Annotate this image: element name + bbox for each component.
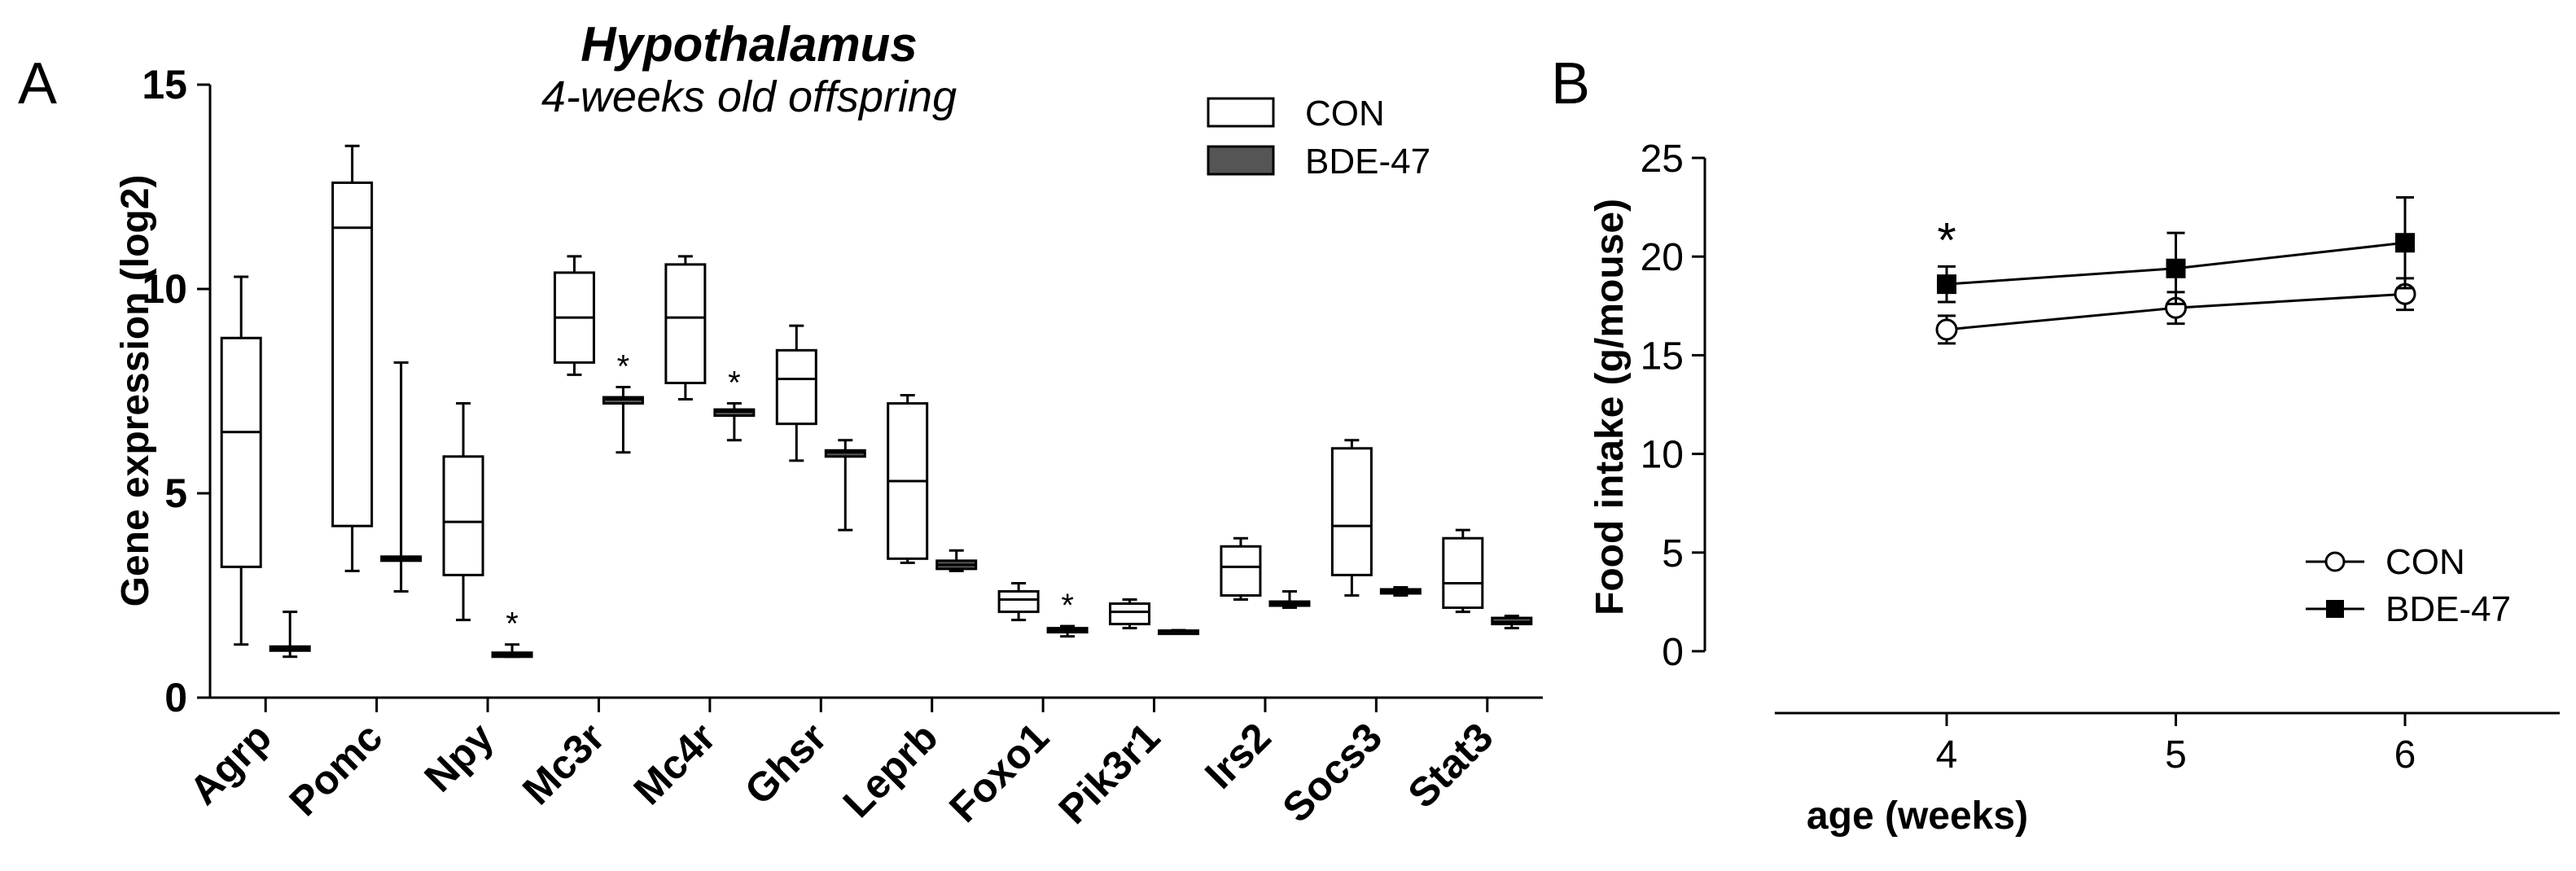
data-point-bde-47-4 bbox=[1937, 274, 1956, 295]
y-tick-label-25: 25 bbox=[1641, 138, 1684, 181]
box-bde-47-agrp bbox=[269, 611, 311, 659]
box-bde-47-npy bbox=[491, 643, 533, 659]
panel-a-legend: CON BDE-47 bbox=[1207, 94, 1430, 182]
x-tick-label-5: 5 bbox=[2165, 733, 2187, 777]
legend-label-con-b: CON bbox=[2385, 542, 2465, 582]
legend-marker-bde47 bbox=[2326, 600, 2344, 618]
box-bde-47-irs2 bbox=[1268, 589, 1311, 610]
box-con-ghsr bbox=[775, 324, 817, 462]
legend-label-bde47: BDE-47 bbox=[1305, 142, 1430, 182]
significance-star-mc3r: * bbox=[617, 348, 630, 384]
box-con-pik3r1 bbox=[1109, 598, 1151, 630]
box-bde-47-pik3r1 bbox=[1158, 628, 1200, 636]
panel-a-boxes bbox=[220, 144, 1533, 659]
panel-a: A Hypothalamus 4-weeks old offspring Gen… bbox=[18, 17, 1543, 833]
box-con-pomc bbox=[331, 144, 374, 572]
y-tick-label-15: 15 bbox=[1641, 335, 1684, 378]
x-tick-label-mc4r: Mc4r bbox=[625, 714, 725, 813]
data-point-bde-47-5 bbox=[2166, 258, 2186, 278]
x-tick-label-4: 4 bbox=[1936, 733, 1958, 777]
y-tick-label-10: 10 bbox=[1641, 434, 1684, 477]
box-bde-47-socs3 bbox=[1379, 585, 1422, 597]
panel-b-x-axis-label: age (weeks) bbox=[1807, 794, 2028, 838]
panel-b-label: B bbox=[1551, 51, 1590, 116]
legend-swatch-bde47 bbox=[1207, 145, 1275, 176]
box-con-leprb bbox=[887, 394, 929, 564]
panel-a-subtitle: 4-weeks old offspring bbox=[541, 72, 957, 121]
x-tick-label-stat3: Stat3 bbox=[1400, 714, 1502, 816]
panel-b-axes: 0 5 10 15 20 25 4 5 6 bbox=[1641, 138, 2560, 777]
significance-star-npy: * bbox=[506, 606, 519, 642]
panel-a-y-axis-label: Gene expression (log2) bbox=[114, 175, 157, 607]
significance-star-mc4r: * bbox=[728, 365, 741, 401]
box-iqr bbox=[775, 348, 817, 426]
x-tick-label-socs3: Socs3 bbox=[1273, 714, 1391, 831]
box-con-mc4r bbox=[664, 255, 707, 401]
x-tick-label-ghsr: Ghsr bbox=[736, 714, 835, 813]
box-con-stat3 bbox=[1442, 528, 1484, 614]
panel-b-annotations: * bbox=[1937, 212, 1956, 267]
panel-b-series bbox=[1935, 195, 2416, 345]
x-tick-label-6: 6 bbox=[2394, 733, 2416, 777]
significance-star-foxo1: * bbox=[1061, 588, 1074, 624]
box-con-mc3r bbox=[553, 255, 595, 376]
x-tick-label-pomc: Pomc bbox=[281, 714, 392, 825]
box-con-irs2 bbox=[1220, 536, 1262, 602]
y-tick-label-5: 5 bbox=[164, 471, 187, 516]
y-tick-label-20: 20 bbox=[1641, 236, 1684, 279]
legend-marker-con bbox=[2324, 551, 2346, 572]
box-bde-47-mc4r bbox=[713, 402, 756, 442]
x-tick-label-irs2: Irs2 bbox=[1196, 714, 1280, 798]
box-iqr bbox=[331, 181, 374, 527]
y-tick-label-0: 0 bbox=[164, 675, 187, 720]
box-con-npy bbox=[442, 402, 484, 622]
panel-a-label: A bbox=[18, 51, 57, 116]
x-tick-label-leprb: Leprb bbox=[835, 714, 947, 826]
panel-b-legend: CON BDE-47 bbox=[2306, 542, 2511, 629]
box-bde-47-pomc bbox=[380, 361, 423, 593]
x-tick-label-mc3r: Mc3r bbox=[514, 714, 613, 813]
box-con-agrp bbox=[220, 275, 262, 646]
box-bde-47-ghsr bbox=[824, 439, 866, 532]
panel-a-annotations: * * * * bbox=[506, 348, 1074, 641]
significance-star-week-4: * bbox=[1937, 212, 1956, 267]
legend-swatch-con bbox=[1207, 97, 1275, 128]
panel-b: B Food intake (g/mouse) age (weeks) 0 5 10… bbox=[1551, 51, 2560, 838]
panel-b-y-axis-label: Food intake (g/mouse) bbox=[1588, 199, 1632, 615]
box-con-foxo1 bbox=[997, 581, 1040, 622]
box-iqr bbox=[1442, 536, 1484, 610]
box-con-socs3 bbox=[1330, 439, 1373, 597]
y-tick-label-5: 5 bbox=[1662, 532, 1684, 576]
y-tick-label-10: 10 bbox=[142, 266, 187, 312]
box-iqr bbox=[664, 263, 707, 384]
panel-a-title: Hypothalamus bbox=[580, 17, 917, 72]
y-tick-label-15: 15 bbox=[142, 62, 187, 107]
x-tick-label-npy: Npy bbox=[415, 714, 502, 801]
box-bde-47-leprb bbox=[935, 549, 978, 572]
y-tick-label-0: 0 bbox=[1662, 631, 1684, 674]
box-bde-47-mc3r bbox=[602, 385, 644, 454]
x-tick-label-pik3r1: Pik3r1 bbox=[1050, 714, 1169, 833]
data-point-bde-47-6 bbox=[2395, 233, 2415, 253]
box-iqr bbox=[1220, 545, 1262, 597]
box-iqr bbox=[1330, 447, 1373, 576]
box-bde-47-foxo1 bbox=[1046, 624, 1089, 638]
box-iqr bbox=[442, 455, 484, 576]
x-tick-label-foxo1: Foxo1 bbox=[940, 714, 1058, 831]
legend-label-con: CON bbox=[1305, 94, 1385, 133]
box-iqr bbox=[1109, 602, 1151, 626]
data-point-con-4 bbox=[1935, 318, 1958, 341]
box-iqr bbox=[997, 589, 1040, 614]
legend-label-bde47-b: BDE-47 bbox=[2385, 589, 2511, 629]
box-iqr bbox=[220, 336, 262, 568]
box-bde-47-stat3 bbox=[1491, 615, 1533, 630]
series-bde-47 bbox=[1937, 195, 2415, 305]
x-tick-label-agrp: Agrp bbox=[181, 714, 280, 813]
